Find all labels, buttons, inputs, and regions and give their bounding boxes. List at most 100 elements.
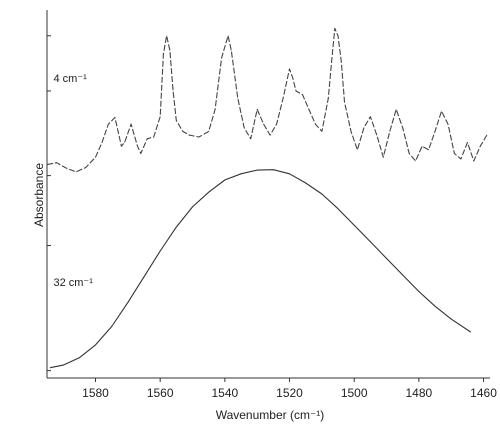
data-point-0-41 [295, 90, 297, 92]
data-point-0-4 [85, 167, 87, 168]
data-point-0-49 [337, 35, 339, 37]
data-point-0-16 [153, 136, 155, 138]
data-point-0-17 [159, 116, 161, 118]
series-line-1 [50, 169, 471, 369]
series-1 [49, 169, 472, 369]
data-point-0-34 [256, 108, 258, 110]
data-point-0-19 [166, 35, 168, 37]
data-point-0-44 [314, 123, 316, 125]
data-point-0-62 [415, 160, 417, 162]
data-point-0-73 [486, 134, 488, 136]
data-point-0-46 [327, 97, 329, 99]
data-point-0-18 [162, 53, 164, 55]
data-point-0-25 [198, 136, 200, 138]
data-point-1-24 [434, 305, 436, 307]
data-point-1-20 [369, 241, 371, 243]
data-point-0-27 [214, 108, 216, 110]
data-point-0-69 [460, 158, 462, 160]
y-axis-title: Absorbance [32, 163, 46, 227]
data-point-0-55 [369, 116, 371, 118]
data-point-0-58 [389, 130, 391, 132]
data-point-0-35 [263, 123, 265, 125]
x-tick-label-1560: 1560 [147, 386, 174, 400]
data-point-1-18 [337, 208, 339, 210]
data-point-0-38 [282, 97, 284, 99]
data-point-0-37 [276, 123, 278, 125]
data-point-1-17 [321, 193, 323, 195]
data-point-0-14 [140, 153, 142, 154]
data-point-1-0 [49, 367, 51, 369]
data-point-1-10 [208, 191, 210, 193]
data-point-0-64 [428, 149, 430, 151]
data-point-0-2 [65, 167, 67, 169]
data-point-0-7 [107, 123, 109, 125]
data-point-1-7 [159, 250, 161, 252]
data-point-0-48 [334, 27, 336, 29]
data-point-0-39 [289, 68, 290, 70]
data-point-1-25 [450, 318, 452, 320]
data-point-0-8 [114, 117, 116, 118]
x-tick-label-1580: 1580 [82, 386, 109, 400]
data-point-0-52 [350, 130, 352, 132]
data-point-0-56 [376, 134, 378, 136]
data-point-0-66 [441, 110, 442, 112]
data-point-0-71 [473, 160, 475, 162]
data-point-0-47 [331, 61, 333, 62]
data-point-0-53 [356, 149, 358, 151]
data-point-1-12 [240, 173, 242, 175]
data-point-1-11 [224, 179, 226, 181]
data-point-0-15 [146, 138, 148, 140]
x-tick-label-1500: 1500 [341, 386, 368, 400]
data-point-0-43 [308, 108, 310, 110]
data-point-0-24 [188, 134, 190, 136]
x-tick-label-1460: 1460 [470, 386, 497, 400]
x-tick-label-1520: 1520 [276, 386, 303, 400]
data-point-0-60 [402, 127, 404, 129]
data-point-0-54 [363, 127, 365, 129]
data-point-0-10 [120, 145, 122, 147]
series-annotation-1: 32 cm⁻¹ [53, 277, 93, 289]
data-point-0-31 [237, 97, 239, 99]
series-line-0 [46, 27, 488, 173]
x-axis-title: Wavenumber (cm⁻¹) [216, 408, 325, 422]
series-annotation-0: 4 cm⁻¹ [53, 73, 87, 85]
data-point-0-42 [302, 94, 303, 96]
data-point-1-6 [143, 276, 145, 278]
data-point-0-61 [408, 153, 410, 154]
data-point-0-33 [250, 138, 252, 140]
data-point-1-22 [402, 274, 404, 276]
data-point-0-30 [230, 50, 232, 51]
series-layer [46, 27, 488, 369]
data-point-1-21 [386, 257, 387, 259]
data-point-0-22 [175, 119, 177, 121]
data-point-0-12 [130, 123, 132, 125]
data-point-0-65 [434, 130, 436, 132]
data-point-1-19 [353, 224, 355, 226]
data-point-0-32 [243, 127, 245, 129]
data-point-0-13 [137, 145, 138, 147]
data-point-0-70 [466, 142, 468, 143]
data-point-1-13 [256, 169, 258, 171]
data-point-0-67 [447, 123, 449, 125]
data-point-0-29 [227, 35, 229, 37]
data-point-1-4 [111, 326, 113, 327]
x-tick-label-1540: 1540 [211, 386, 238, 400]
data-point-0-21 [172, 90, 174, 92]
data-point-1-15 [289, 173, 290, 175]
data-point-1-5 [127, 302, 129, 304]
data-point-0-36 [269, 134, 271, 136]
data-point-0-6 [101, 142, 103, 143]
data-point-0-20 [169, 50, 171, 51]
data-point-0-9 [117, 130, 119, 132]
series-0 [46, 27, 488, 173]
data-point-0-72 [479, 145, 481, 147]
annotation-layer: 4 cm⁻¹ 32 cm⁻¹ [53, 73, 93, 289]
data-point-0-3 [75, 171, 77, 173]
data-point-0-28 [221, 57, 223, 59]
data-point-1-23 [418, 291, 420, 292]
data-point-0-11 [124, 142, 126, 143]
data-point-1-3 [95, 344, 96, 346]
data-point-0-23 [182, 130, 184, 132]
data-point-1-9 [192, 206, 193, 208]
